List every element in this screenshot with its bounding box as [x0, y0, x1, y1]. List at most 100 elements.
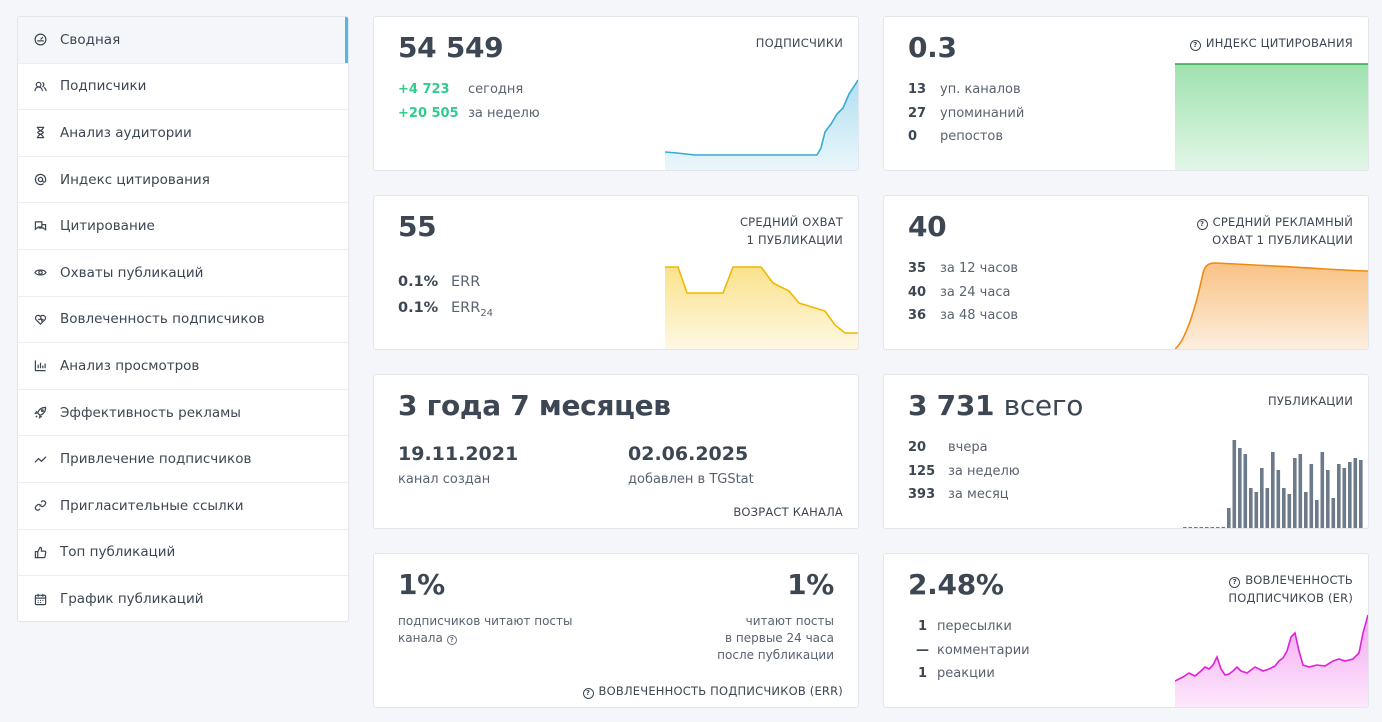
at-icon [33, 173, 47, 187]
posts-bar [1337, 464, 1341, 528]
posts-month-label: за месяц [948, 487, 1009, 502]
subscribers-card-title: ПОДПИСЧИКИ [755, 36, 843, 50]
sidebar-item-invite-links[interactable]: Пригласительные ссылки [18, 483, 348, 530]
posts-yesterday-label: вчера [948, 440, 988, 455]
sidebar-item-citations[interactable]: Цитирование [18, 203, 348, 250]
channel-age-card[interactable]: 3 года 7 месяцев 19.11.2021 канал создан… [373, 374, 859, 529]
subscribers-today-label: сегодня [468, 82, 524, 97]
help-icon[interactable]: ? [446, 635, 457, 645]
channel-created-block: 19.11.2021 канал создан [398, 443, 518, 488]
posts-bar [1326, 470, 1330, 528]
sidebar-item-views-analysis[interactable]: Анализ просмотров [18, 343, 348, 390]
channel-created-date: 19.11.2021 [398, 443, 519, 465]
sidebar-item-label: График публикаций [60, 591, 204, 608]
err-left-description: подписчиков читают посты канала? [398, 614, 573, 645]
quote-chat-icon [33, 219, 47, 233]
posts-bar [1271, 452, 1275, 528]
eye-icon [33, 266, 47, 280]
posts-bar [1199, 527, 1204, 528]
average-reach-title: СРЕДНИЙ ОХВАТ 1 ПУБЛИКАЦИИ [739, 215, 843, 247]
err24-value: 0.1% [398, 300, 439, 316]
subscribers-card[interactable]: 54 549 ПОДПИСЧИКИ +4 723 сегодня +20 505 з… [373, 16, 859, 171]
ad-reach-sparkline [1175, 262, 1368, 349]
ad-reach-12h-value: 35 [908, 261, 927, 276]
citation-reposts-label: репостов [940, 129, 1004, 144]
sidebar-item-top-posts[interactable]: Топ публикаций [18, 530, 348, 577]
citation-mentions-label: упоминаний [940, 105, 1025, 121]
sidebar-item-label: Эффективность рекламы [60, 404, 241, 421]
err-value: 0.1% [398, 274, 439, 290]
sidebar-item-label: Индекс цитирования [60, 171, 210, 188]
ad-reach-title: ? СРЕДНИЙ РЕКЛАМНЫЙ ОХВАТ 1 ПУБЛИКАЦИИ [1196, 213, 1353, 249]
help-icon[interactable]: ? [1189, 40, 1201, 51]
help-icon[interactable]: ? [582, 688, 594, 699]
posts-bar [1293, 458, 1297, 528]
sidebar-nav: Сводная Подписчики Анализ аудитории Инде… [17, 16, 349, 622]
sidebar-item-label: Анализ аудитории [60, 124, 192, 141]
citation-channels-value: 13 [908, 82, 927, 97]
posts-bar [1331, 498, 1336, 528]
posts-bar [1254, 492, 1259, 528]
sidebar-item-summary[interactable]: Сводная [18, 17, 348, 64]
posts-bar [1216, 527, 1220, 528]
posts-bar [1309, 464, 1314, 528]
ad-reach-48h-value: 36 [908, 308, 927, 323]
sidebar-item-label: Сводная [60, 31, 121, 48]
er-forwards-label: пересылки [937, 619, 1012, 634]
citation-index-title: ? ИНДЕКС ЦИТИРОВАНИЯ [1189, 34, 1353, 52]
sidebar-item-subscribers[interactable]: Подписчики [18, 64, 348, 111]
average-reach-card[interactable]: 55 СРЕДНИЙ ОХВАТ 1 ПУБЛИКАЦИИ 0.1% ERR 0.1… [373, 195, 859, 350]
er-sparkline [1175, 614, 1368, 707]
tgstat-added-label: добавлен в TGStat [628, 472, 754, 487]
sidebar-item-label: Анализ просмотров [60, 357, 200, 374]
sidebar-item-label: Вовлеченность подписчиков [60, 311, 265, 328]
posts-bar [1298, 454, 1303, 528]
heart-icon [33, 312, 47, 326]
posts-card[interactable]: 3 731 всего ПУБЛИКАЦИИ 20 вчера 125 за нед… [883, 374, 1369, 529]
sidebar-item-label: Охваты публикаций [60, 264, 204, 281]
subscribers-stats: +4 723 сегодня +20 505 за неделю [398, 82, 540, 129]
ad-reach-card[interactable]: 40 ? СРЕДНИЙ РЕКЛАМНЫЙ ОХВАТ 1 ПУБЛИКАЦИИ … [883, 195, 1369, 350]
sidebar-item-citation-index[interactable]: Индекс цитирования [18, 157, 348, 204]
bar-chart-icon [33, 359, 47, 373]
posts-bar-chart [1183, 440, 1363, 528]
posts-bar [1348, 462, 1352, 528]
posts-bar [1320, 452, 1325, 528]
sidebar-item-ad-efficiency[interactable]: Эффективность рекламы [18, 390, 348, 437]
err24-label: ERR24 [451, 300, 494, 319]
posts-bar [1227, 508, 1231, 528]
subscribers-week-value: +20 505 [398, 105, 459, 121]
posts-bar [1249, 488, 1253, 528]
subscribers-today-value: +4 723 [398, 82, 450, 97]
sidebar-item-audience[interactable]: Анализ аудитории [18, 110, 348, 157]
rocket-icon [33, 406, 47, 420]
help-icon[interactable]: ? [1196, 219, 1208, 230]
posts-yesterday-value: 20 [908, 440, 927, 455]
sidebar-item-acquisition[interactable]: Привлечение подписчиков [18, 436, 348, 483]
hourglass-icon [33, 126, 47, 140]
dashboard-icon [33, 33, 47, 47]
average-reach-sparkline [665, 266, 858, 349]
citation-index-card[interactable]: 0.3 ? ИНДЕКС ЦИТИРОВАНИЯ 13 уп. каналов 27… [883, 16, 1369, 171]
channel-age-value: 3 года 7 месяцев [398, 389, 671, 422]
sidebar-item-label: Пригласительные ссылки [60, 497, 244, 514]
er-card[interactable]: 2.48% ? ВОВЛЕЧЕННОСТЬ ПОДПИСЧИКОВ (ER) 1 пе… [883, 553, 1369, 708]
er-title: ? ВОВЛЕЧЕННОСТЬ ПОДПИСЧИКОВ (ER) [1228, 573, 1353, 605]
posts-stats: 20 вчера 125 за неделю 393 за месяц [908, 440, 1020, 511]
sidebar-item-engagement[interactable]: Вовлеченность подписчиков [18, 297, 348, 344]
er-comments-value: — [916, 642, 929, 658]
trend-icon [33, 452, 47, 466]
err-left-value: 1% [398, 568, 445, 601]
err-stats: 0.1% ERR 0.1% ERR24 [398, 274, 493, 326]
citation-channels-label: уп. каналов [940, 82, 1021, 97]
subscribers-sparkline [665, 79, 858, 170]
err-card[interactable]: 1% подписчиков читают посты канала? 1% ч… [373, 553, 859, 708]
citation-stats: 13 уп. каналов 27 упоминаний 0 репостов [908, 82, 1024, 153]
er-comments-label: комментарии [937, 642, 1030, 658]
help-icon[interactable]: ? [1229, 577, 1241, 588]
posts-title: ПУБЛИКАЦИИ [1268, 394, 1353, 408]
posts-week-label: за неделю [948, 463, 1020, 479]
posts-bar [1183, 527, 1187, 528]
sidebar-item-post-schedule[interactable]: График публикаций [18, 576, 348, 621]
sidebar-item-reach[interactable]: Охваты публикаций [18, 250, 348, 297]
